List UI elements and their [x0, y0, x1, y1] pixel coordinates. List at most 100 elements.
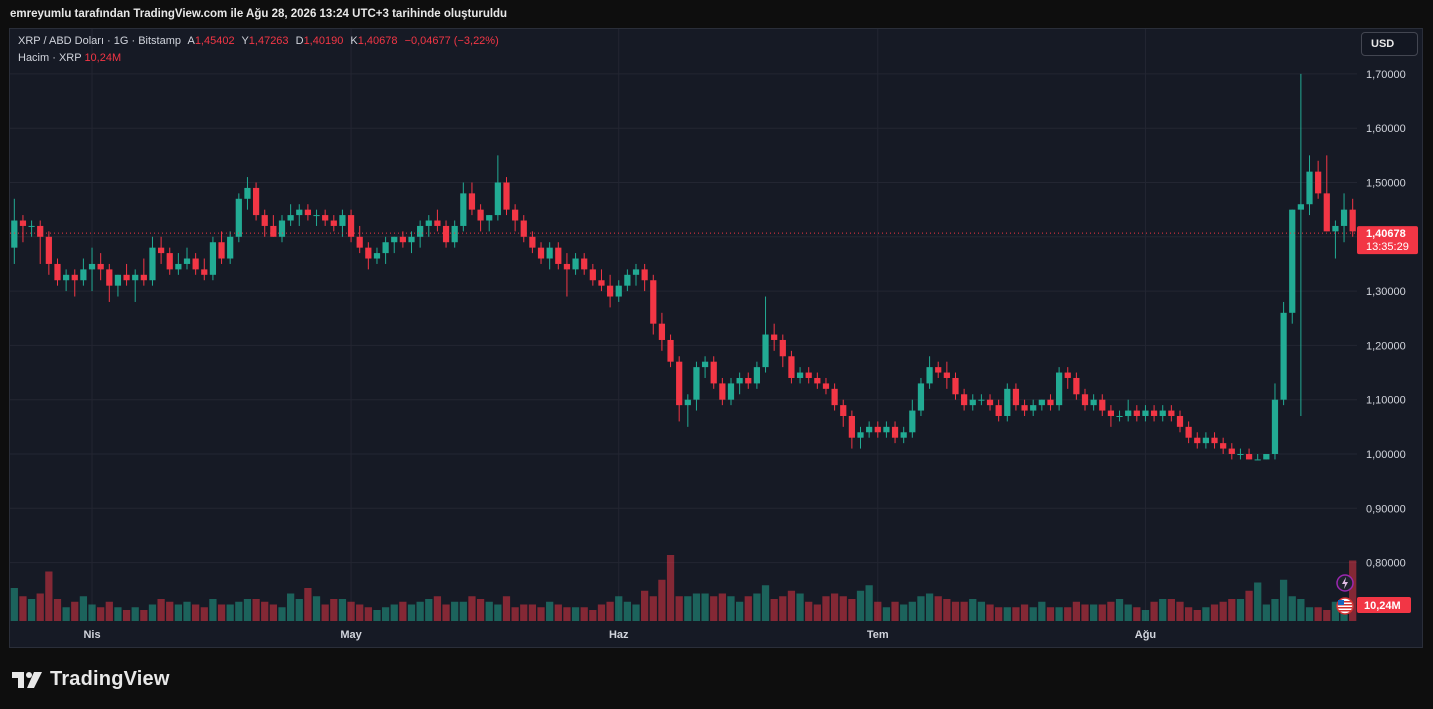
candle-body	[460, 193, 467, 226]
candle-body	[356, 236, 363, 248]
volume-bar	[19, 596, 27, 621]
candle-body	[114, 274, 122, 286]
candle-body	[529, 236, 536, 248]
volume-bar	[468, 596, 476, 621]
y-tick-label: 0,90000	[1366, 503, 1406, 515]
volume-bar	[62, 607, 70, 621]
candle-body	[417, 225, 424, 237]
candle-body	[106, 269, 113, 286]
volume-bar	[53, 599, 62, 621]
volume-bar	[304, 588, 312, 621]
volume-bar	[882, 607, 891, 621]
tradingview-logo[interactable]: TradingView	[12, 668, 170, 691]
volume-bar	[571, 607, 580, 621]
candle-body	[408, 236, 415, 243]
x-tick-label: Ağu	[1135, 629, 1156, 641]
candle-body	[54, 263, 61, 281]
candle-body	[88, 263, 96, 270]
volume-bar	[1184, 607, 1193, 621]
volume-bar	[675, 596, 683, 621]
x-tick-label: Nis	[83, 629, 100, 641]
volume-bar	[1305, 607, 1314, 621]
x-tick-label: May	[340, 629, 362, 641]
candle-body	[1168, 410, 1175, 416]
candle-body	[382, 242, 389, 254]
candle-body	[1194, 437, 1201, 444]
volume-bar	[1012, 607, 1020, 621]
high-value: 1,47263	[248, 35, 289, 47]
volume-bar	[1133, 607, 1141, 621]
candle-body	[796, 372, 804, 378]
y-tick-label: 1,60000	[1366, 123, 1406, 135]
candle-body	[572, 258, 579, 270]
volume-bar	[969, 599, 977, 621]
candle-body	[296, 209, 303, 216]
volume-bar	[563, 607, 571, 621]
volume-label[interactable]: Hacim · XRP	[18, 52, 82, 64]
candle-body	[1081, 394, 1089, 406]
volume-bar	[131, 607, 139, 621]
volume-bar	[1081, 604, 1089, 621]
y-tick-label: 1,30000	[1366, 286, 1406, 298]
volume-bar	[597, 604, 606, 621]
candle-body	[391, 236, 398, 243]
candle-body	[97, 263, 104, 270]
volume-bar	[1124, 604, 1132, 621]
candle-body	[684, 399, 691, 406]
close-value: 1,40678	[357, 35, 398, 47]
volume-bar	[839, 596, 847, 621]
candle-body	[701, 361, 709, 368]
candle-body	[45, 236, 52, 264]
volume-bar	[865, 585, 873, 621]
lightning-icon	[1336, 574, 1354, 592]
open-label: A1,45402	[187, 35, 235, 47]
candle-body	[313, 215, 320, 217]
volume-bar	[900, 604, 908, 621]
candle-body	[969, 399, 976, 406]
volume-bar	[986, 604, 994, 621]
candle-body	[1107, 410, 1115, 416]
volume-bar	[1167, 599, 1175, 621]
candle-body	[1021, 405, 1028, 411]
candle-body	[555, 247, 562, 264]
candle-body	[442, 225, 450, 243]
candle-body	[1245, 454, 1253, 460]
candle-body	[503, 182, 510, 210]
candle-body	[874, 426, 881, 433]
candle-body	[624, 274, 631, 286]
candle-body	[926, 367, 933, 384]
volume-bar	[1115, 599, 1124, 621]
volume-bar	[1219, 601, 1227, 621]
volume-bar	[1003, 607, 1011, 621]
candle-body	[149, 247, 156, 281]
candle-body	[537, 247, 545, 259]
chart-frame[interactable]	[9, 28, 1423, 648]
volume-bar	[641, 590, 649, 621]
volume-bar	[528, 604, 537, 621]
volume-bar	[925, 593, 934, 621]
volume-bar	[183, 601, 191, 621]
volume-bar	[511, 607, 519, 621]
candle-body	[745, 377, 752, 384]
volume-bar	[381, 607, 390, 621]
volume-bar	[1107, 601, 1115, 621]
symbol-name[interactable]: XRP / ABD Doları · 1G · Bitstamp	[18, 35, 182, 47]
volume-bar	[494, 604, 502, 621]
volume-bar	[632, 604, 640, 621]
volume-bar	[874, 601, 882, 621]
volume-bar	[338, 599, 347, 621]
volume-bar	[649, 596, 657, 621]
candle-body	[183, 258, 191, 264]
candle-body	[1306, 171, 1313, 205]
volume-bar	[200, 607, 208, 621]
candle-body	[1099, 399, 1106, 411]
currency-button[interactable]: USD	[1361, 32, 1418, 56]
candle-body	[1271, 399, 1279, 454]
candle-body	[304, 209, 312, 216]
candle-body	[1004, 388, 1011, 416]
volume-bar	[718, 593, 726, 621]
volume-bar	[105, 601, 113, 621]
volume-bar	[1297, 599, 1305, 621]
candle-body	[606, 285, 614, 297]
